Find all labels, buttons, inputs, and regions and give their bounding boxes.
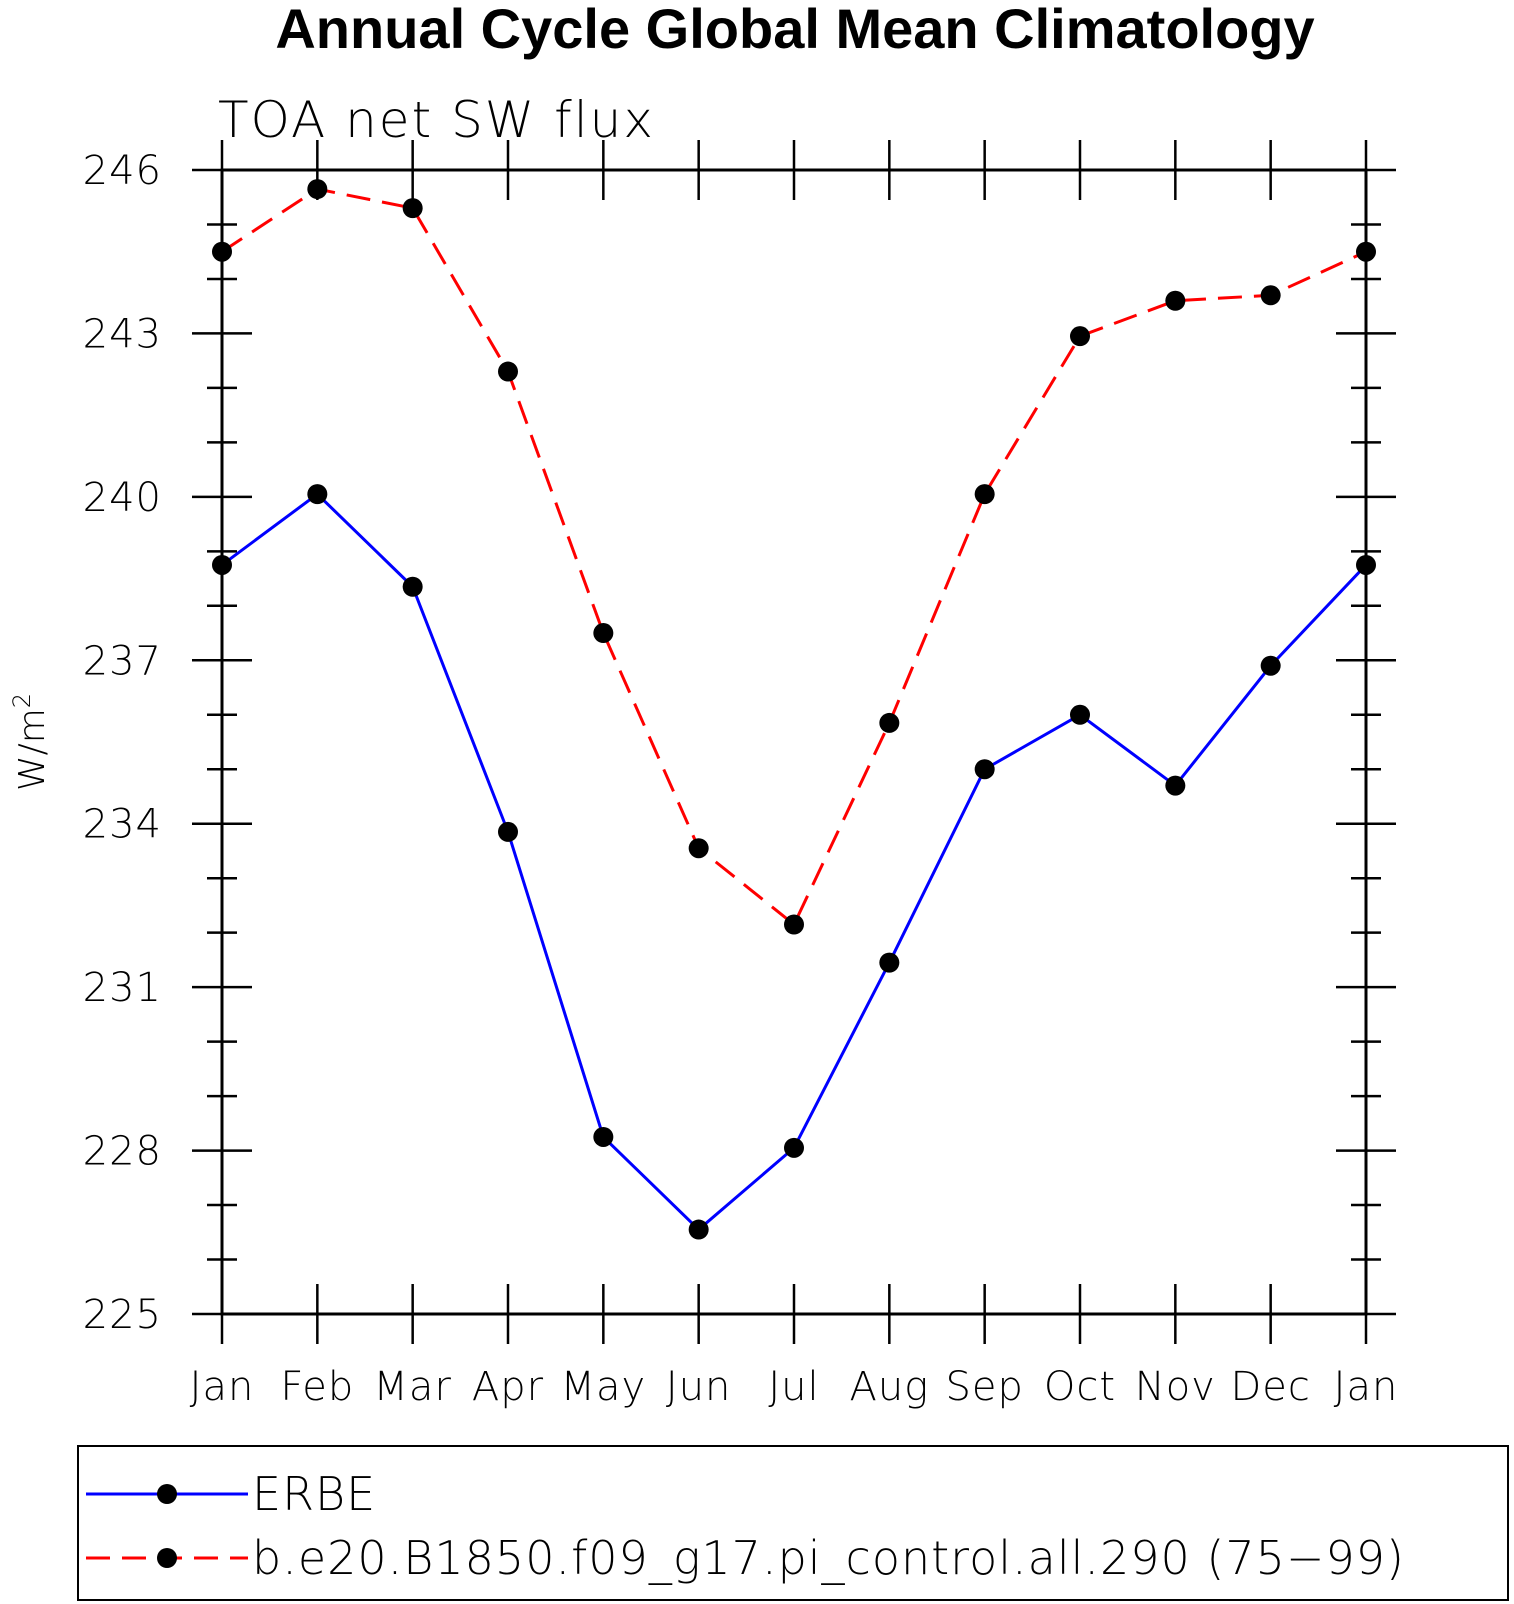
x-tick-label: Sep [945,1364,1023,1410]
plot-series [212,179,1376,1240]
series-1-point [1165,775,1186,796]
series-2-point [1356,241,1376,262]
y-tick-label: 225 [83,1292,162,1338]
y-tick-label: 240 [83,475,162,521]
x-tick-label: Oct [1044,1364,1116,1410]
series-1-point [593,1126,614,1147]
y-tick-label: 243 [83,311,162,357]
y-tick-label: 228 [83,1129,162,1175]
series-1-point [498,821,518,842]
series-1-point [1070,704,1090,725]
series-2-point [212,241,232,262]
y-tick-label: 234 [83,802,162,848]
y-tick-labels: 225 228 231 234 237 240 243 246 [83,148,162,1338]
series-1-point [688,1219,709,1240]
series-2-point [974,484,995,505]
series-1-point [1260,655,1281,676]
axis-ticks [192,140,1396,1344]
series-1-point [879,952,900,973]
y-axis-label-superscript: 2 [8,693,36,708]
x-tick-label: Jun [666,1364,732,1410]
series-2-point [307,179,328,200]
legend-box [77,1445,1509,1601]
series-2-point [879,712,900,733]
y-axis-label-text: W/m [12,708,53,791]
legend: ERBE b.e20.B1850.f09_g17.pi_control.all.2… [77,1445,1509,1601]
series-1-point [974,759,995,780]
x-tick-label: Apr [472,1364,544,1410]
series-line-1 [221,492,1368,1232]
x-tick-label: Jan [190,1364,255,1410]
series-2-point [784,914,804,935]
y-axis-label: W/m2 [8,693,53,791]
series-1-point [212,554,232,575]
series-2-point [1260,285,1281,306]
series-2-point [1070,326,1090,347]
y-tick-label: 237 [83,638,162,684]
series-line-2 [221,187,1367,927]
x-tick-label: Mar [373,1364,451,1410]
x-tick-label: May [560,1364,646,1410]
y-tick-label: 246 [83,148,162,194]
series-2-point [402,198,423,219]
series-1-point [1356,554,1376,575]
legend-label-2: b.e20.B1850.f09_g17.pi_control.all.290 (… [252,1531,1405,1585]
x-tick-label: Feb [280,1364,354,1410]
legend-marker-2 [157,1548,177,1568]
series-1-point [784,1137,804,1158]
x-tick-labels: Jan Feb Mar Apr May Jun Jul Aug Sep Oct Nov Dec Jan [190,1364,1399,1410]
chart-subtitle: TOA net SW flux [218,91,655,149]
x-tick-label: Nov [1135,1364,1216,1410]
series-2-point [498,361,518,382]
x-tick-label: Jul [768,1364,819,1410]
x-tick-label: Dec [1230,1364,1310,1410]
y-tick-label: 231 [83,965,162,1011]
chart-title: Annual Cycle Global Mean Climatology [275,0,1314,60]
series-1-point [307,484,328,505]
x-tick-label: Jan [1334,1364,1399,1410]
series-2-point [593,623,614,644]
x-tick-label: Aug [849,1364,929,1410]
series-1-point [402,576,423,597]
legend-label-1: ERBE [252,1467,376,1521]
series-2-point [688,838,709,859]
legend-marker-1 [157,1484,177,1504]
series-2-point [1165,290,1186,311]
